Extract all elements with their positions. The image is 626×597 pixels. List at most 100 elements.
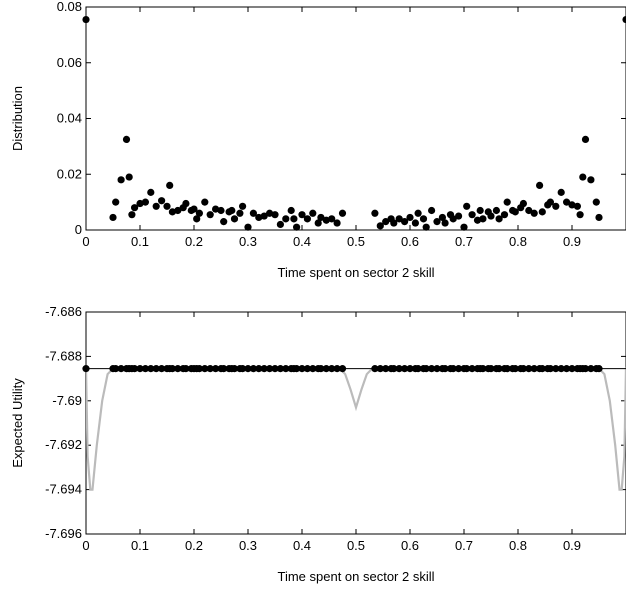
data-point [401,218,409,226]
data-point [530,365,538,373]
data-point [495,215,503,223]
x-tick-label: 0.4 [293,538,311,553]
data-point [249,365,257,373]
data-point [422,365,430,373]
data-point [414,365,422,373]
data-point [579,173,587,181]
data-point [290,215,298,223]
y-tick-label: -7.696 [45,526,82,541]
data-point [276,365,284,373]
data-point [468,365,476,373]
data-point [479,365,487,373]
x-axis-label: Time spent on sector 2 skill [277,569,434,584]
data-point [487,365,495,373]
data-point [249,209,257,217]
data-point [441,219,449,227]
y-axis-label: Distribution [10,86,25,151]
data-point [587,365,595,373]
data-point [152,365,160,373]
data-point [530,209,538,217]
data-point [557,365,565,373]
data-point [557,188,565,196]
data-point [338,209,347,217]
data-point [293,365,301,373]
data-point [428,365,436,373]
data-point [455,365,463,373]
data-point [460,223,468,231]
x-tick-label: 0.6 [401,234,419,249]
data-point [525,365,533,373]
x-tick-label: 0.1 [131,538,149,553]
data-point [406,213,414,222]
data-point [595,365,603,373]
data-point [193,215,201,223]
y-tick-label: -7.69 [52,393,82,408]
data-point [382,365,390,373]
data-point [519,365,528,373]
data-point [298,365,306,373]
x-tick-label: 0.3 [239,234,257,249]
data-point [141,365,149,373]
data-point [282,365,290,373]
data-point [158,365,166,373]
data-point [538,208,546,216]
data-point [473,216,482,224]
data-point [117,176,125,184]
data-point [322,365,330,373]
x-tick-label: 0.3 [239,538,257,553]
data-point [382,218,390,226]
x-tick-label: 0.2 [185,234,203,249]
data-point [395,365,403,373]
y-tick-label: 0 [75,222,82,237]
data-point [230,215,239,223]
x-tick-label: 0.1 [131,234,149,249]
data-point [414,209,422,217]
data-point [371,209,379,217]
data-point [495,365,503,373]
data-point [190,205,198,213]
x-tick-label: 0.2 [185,538,203,553]
data-point [117,365,125,373]
data-point [293,223,301,231]
data-point [333,365,341,373]
data-point [163,202,171,210]
data-point [152,202,160,210]
data-point [525,206,533,215]
data-point [255,365,263,373]
data-point [255,213,263,222]
data-point [406,365,414,373]
data-point [287,206,295,215]
data-point [449,215,457,223]
data-point [587,176,595,184]
data-point [328,215,336,223]
data-point [239,202,247,210]
data-point [317,213,325,222]
data-point [136,365,144,373]
data-point [592,198,600,206]
data-point [276,220,284,229]
data-point [303,215,311,223]
data-point [244,365,252,373]
data-point [333,219,341,227]
y-tick-label: -7.692 [45,437,82,452]
data-point [260,365,268,373]
data-point [206,365,214,373]
data-point [128,211,136,219]
data-point [519,199,528,208]
data-point [168,208,176,216]
data-point [463,365,471,373]
data-point [463,202,471,210]
data-point [122,135,131,144]
data-point [131,204,139,212]
data-point [82,15,90,24]
data-point [419,215,428,223]
data-point [563,198,571,206]
x-tick-label: 0.5 [347,538,365,553]
data-point [136,199,144,208]
data-point [82,365,90,373]
data-point [228,206,236,215]
data-point [266,209,274,217]
data-point [212,365,220,373]
data-point [503,365,511,373]
